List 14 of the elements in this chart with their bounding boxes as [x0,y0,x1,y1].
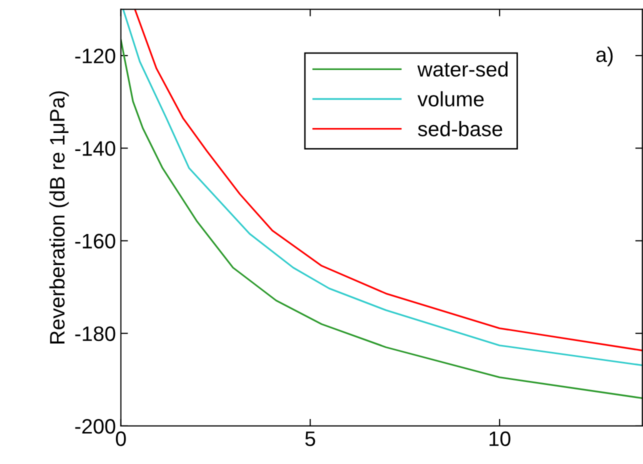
line-series [120,39,642,400]
y-tick-label: -180 [75,326,116,342]
y-tick-label: -120 [75,48,116,64]
x-tick-label: 0 [116,431,126,446]
legend-label: sed-base [418,121,502,136]
y-tick-label: -160 [75,234,116,249]
y-tick-label: -200 [75,418,116,434]
x-tick-label: 5 [305,432,316,446]
y-tick-label: -140 [75,141,116,156]
x-tick-label: 10 [490,431,510,446]
legend-label: volume [417,91,484,107]
y-axis-title: Reverberation (dB re 1μPa) [49,91,69,344]
annotation: a) [596,46,613,66]
legend-label: water-sed [417,61,508,77]
